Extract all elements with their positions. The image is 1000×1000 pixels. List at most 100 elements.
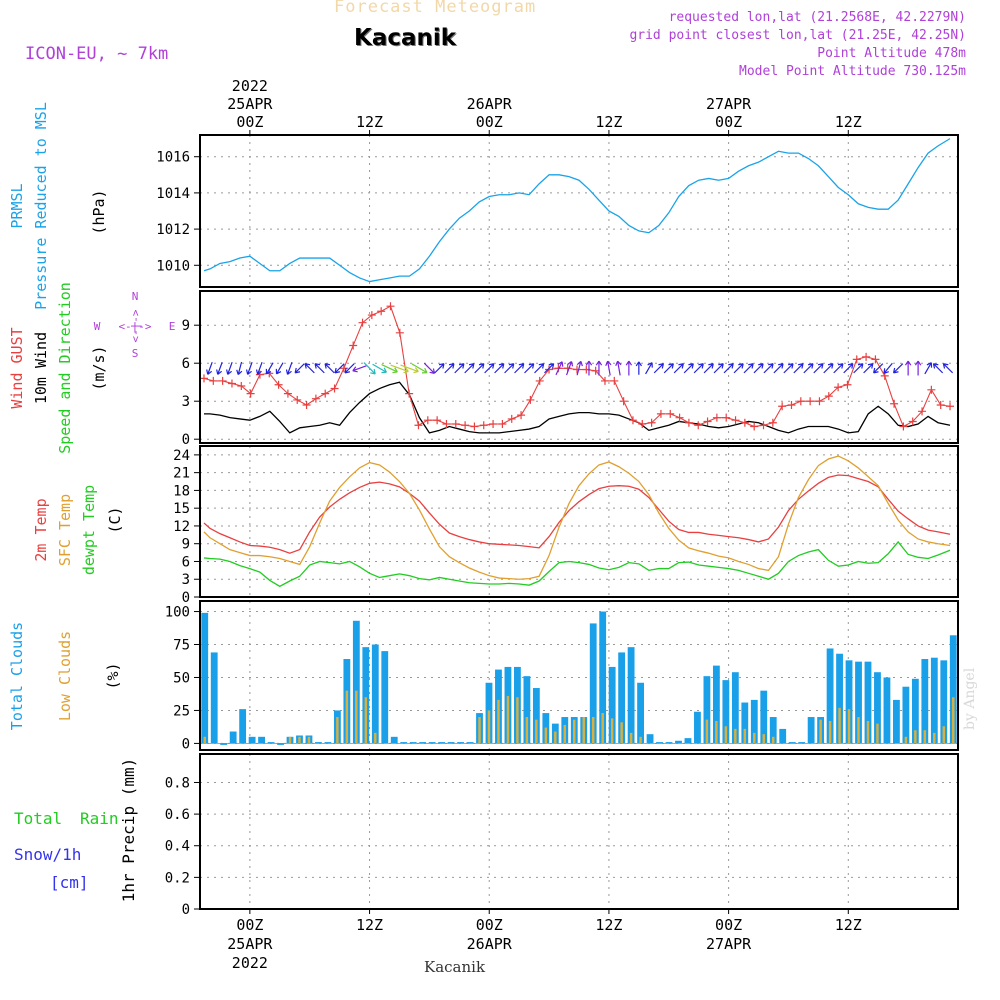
low-cloud-bar [374,732,377,744]
low-cloud-bar [933,732,936,744]
total-cloud-bar [523,676,531,744]
wind-direction-arrow [236,361,243,375]
low-cloud-bar [819,719,822,744]
wind-gust-marker [395,328,404,337]
total-cloud-bar [902,686,910,744]
y-tick-label: 100 [165,605,190,621]
wind-gust-marker [489,420,498,428]
wind-gust-marker [461,421,470,430]
wind-gust-marker [507,414,516,423]
wind-direction-arrow [904,360,912,376]
x-tick-label-bottom: 00Z [715,916,742,934]
wind-direction-arrow [683,363,694,374]
wind-gust-marker [927,385,936,394]
info-grid-point: grid point closest lon,lat (21.25E, 42.2… [629,28,966,43]
y-tick-label: 1012 [156,222,190,238]
total-cloud-bar [741,702,749,744]
total-cloud-bar [447,742,455,744]
wind-direction-arrow [843,363,854,374]
wind-direction-arrow [645,362,653,375]
wind-gust-marker [703,417,712,426]
total-cloud-bar [390,736,398,744]
x-tick-label-top: 00Z [476,113,503,131]
low-cloud-bar [288,736,292,744]
total-cloud-bar [400,742,408,744]
info-requested: requested lon,lat (21.2568E, 42.2279N) [668,10,966,25]
wind-gust-marker [899,422,908,431]
wind-direction-arrow [363,362,376,375]
wind-gust-marker [610,376,619,385]
wind-direction-arrow [653,363,664,374]
wind-gust-marker [862,352,871,361]
wind-direction-arrow [942,363,954,374]
wind-direction-arrow [924,362,933,375]
low-cloud-bar [838,707,841,744]
cloud-label-low: Low Clouds [56,631,74,721]
y-tick-label: 9 [182,318,190,334]
wind-gust-marker [815,397,824,406]
wind-direction-arrow [390,364,409,374]
precip-label-total: Total [14,809,62,828]
wind-gust-marker [218,376,227,385]
low-cloud-bar [478,717,481,744]
y-tick-label: 1016 [156,150,190,166]
total-cloud-bar [428,742,436,744]
pressure-label-desc: Pressure Reduced to MSL [32,102,50,310]
wind-direction-arrow [625,360,633,376]
wind-label-direction: Speed and Direction [56,282,74,454]
wind-gust-marker [479,421,488,430]
low-cloud-bar [952,697,955,744]
total-cloud-bar [883,677,891,744]
total-cloud-bar [855,661,862,744]
compass-north: N [132,290,139,303]
precip-label-cm: [cm] [50,873,89,892]
wind-gust-marker [936,401,945,409]
y-tick-label: 21 [173,466,190,482]
wind-gust-marker [246,389,255,398]
total-cloud-bar [779,728,787,744]
wind-direction-arrow [595,360,603,376]
x-tick-label-bottom: 26APR [467,935,513,953]
panel-background [200,601,958,750]
wind-direction-arrow [344,363,355,374]
precip-axis-label: 1hr Precip (mm) [119,758,138,903]
wind-direction-arrow [514,363,525,374]
low-cloud-bar [525,717,529,744]
x-tick-label-top: 27APR [706,95,752,113]
temp-dewpt-line [203,540,951,588]
wind-gust-marker [824,392,833,401]
wind-direction-arrow [352,365,367,373]
wind-gust-marker [946,402,955,411]
low-cloud-bar [535,719,538,744]
temp-unit-label: (C) [106,506,124,533]
wind-gust-marker [778,402,787,411]
total-cloud-bar [656,742,663,744]
y-tick-label: 0.4 [165,839,190,855]
wind-gust-marker [227,379,236,388]
wind-gust-marker [694,421,703,430]
panel-frame [199,290,959,444]
y-tick-label: 24 [173,448,190,464]
wind-gust-marker [591,366,600,375]
low-cloud-bar [639,736,642,744]
wind-direction-arrow [793,363,804,374]
wind-direction-arrow [753,363,764,374]
y-tick-label: 25 [173,703,190,719]
cloud-label-total: Total Clouds [8,622,26,730]
temp-sfc-line [203,455,951,580]
wind-direction-arrow [474,363,485,374]
total-cloud-bar [618,652,626,744]
low-cloud-bar [715,720,718,744]
wind-gust-marker [573,365,582,374]
x-tick-label-bottom: 12Z [356,916,383,934]
low-cloud-bar [847,709,851,744]
low-cloud-bar [582,717,585,744]
x-tick-label-top: 12Z [595,113,622,131]
y-tick-label: 0 [182,590,190,606]
wind-gust-marker [871,355,880,364]
wind-gust-marker [684,418,693,427]
precip-label-rain: Rain [80,809,119,828]
wind-direction-arrow [381,364,398,374]
total-cloud-bar [874,672,881,744]
low-cloud-bar [904,736,908,744]
